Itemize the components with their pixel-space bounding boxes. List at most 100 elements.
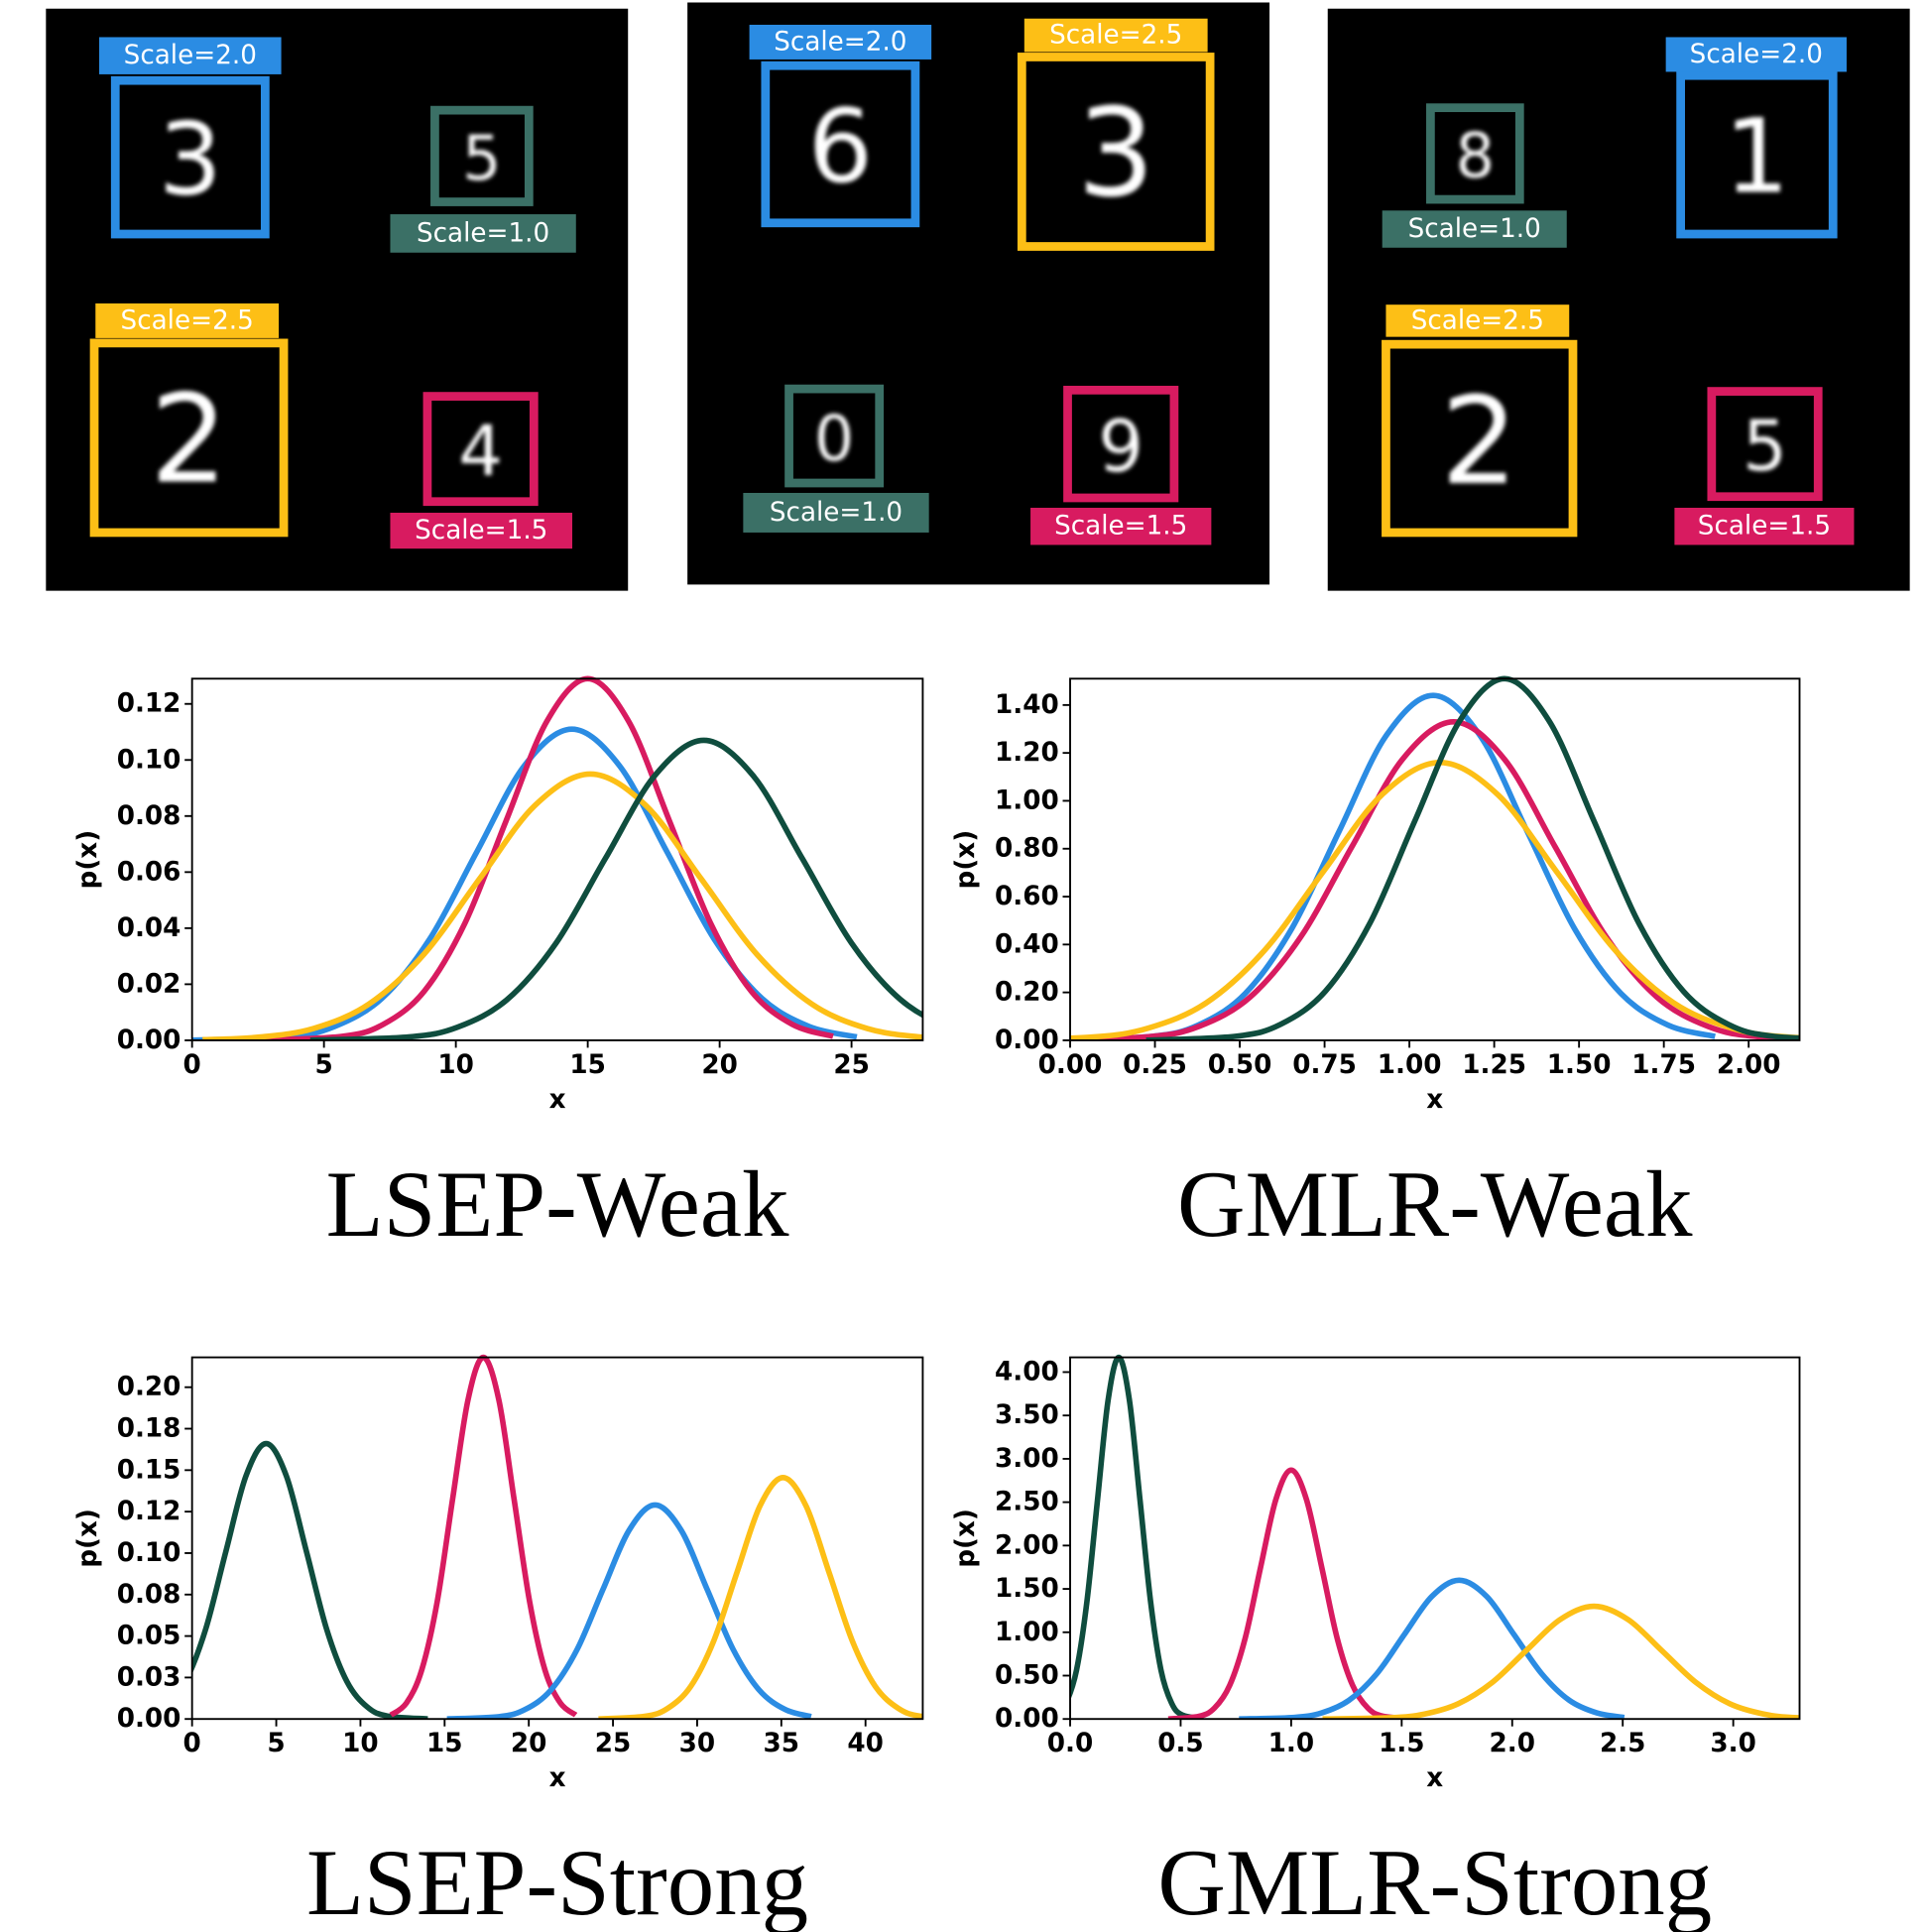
digit: 2	[150, 369, 227, 511]
x-tick-label: 20	[511, 1729, 547, 1758]
y-tick-label: 0.10	[117, 745, 181, 775]
y-tick-label: 3.00	[995, 1444, 1059, 1474]
x-axis-label: x	[1426, 1085, 1443, 1115]
digit: 5	[1743, 406, 1787, 487]
x-tick-label: 20	[701, 1050, 738, 1080]
x-tick-label: 25	[595, 1729, 632, 1758]
x-tick-label: 1.25	[1462, 1050, 1526, 1080]
body: 3 Scale=2.0 5 Scale=1.0 2 Scale=2.5 4 Scale=1.5…	[0, 0, 1926, 1932]
y-tick-label: 0.00	[995, 1704, 1059, 1734]
curve	[447, 1505, 811, 1719]
x-tick-label: 0	[183, 1729, 201, 1758]
x-tick-label: 0.50	[1208, 1050, 1272, 1080]
chart-title: GMLR-Weak	[1177, 1151, 1693, 1257]
y-tick-label: 1.40	[995, 690, 1059, 720]
x-tick-label: 10	[437, 1050, 474, 1080]
page: Scale distributions {"panels": [ {"items…	[0, 0, 1926, 1932]
x-tick-label: 15	[569, 1050, 606, 1080]
y-tick-label: 1.50	[995, 1574, 1059, 1604]
x-tick-label: 35	[764, 1729, 800, 1758]
scale-label: Scale=1.0	[417, 218, 549, 248]
x-tick-label: 0.25	[1123, 1050, 1187, 1080]
digit: 9	[1098, 405, 1144, 488]
scale-label: Scale=2.5	[1049, 21, 1182, 51]
scale-label: Scale=2.0	[774, 27, 906, 57]
curve	[261, 678, 833, 1040]
chart-title: LSEP-Weak	[326, 1151, 789, 1257]
digit: 3	[159, 102, 222, 218]
x-axis-label: x	[549, 1085, 566, 1115]
x-tick-label: 25	[833, 1050, 870, 1080]
scale-label: Scale=2.0	[124, 41, 257, 70]
y-tick-label: 3.50	[995, 1400, 1059, 1430]
curve	[973, 763, 1906, 1040]
scale-label: Scale=1.5	[1698, 512, 1831, 542]
x-tick-label: 0	[183, 1050, 201, 1080]
scale-label: Scale=1.5	[1054, 512, 1187, 542]
x-tick-label: 40	[847, 1729, 884, 1758]
y-tick-label: 0.00	[117, 1704, 181, 1734]
y-tick-label: 0.15	[117, 1455, 181, 1485]
curve	[1239, 1580, 1624, 1719]
curve	[1046, 722, 1861, 1040]
y-tick-label: 0.18	[117, 1414, 181, 1444]
x-tick-label: 5	[315, 1050, 333, 1080]
curve	[1168, 1470, 1414, 1719]
y-tick-label: 0.02	[117, 969, 181, 999]
scale-label: Scale=2.5	[121, 305, 254, 335]
mnist-panel: 8Scale=1.01Scale=2.02Scale=2.55Scale=1.5	[1328, 9, 1910, 591]
y-tick-label: 0.05	[117, 1622, 181, 1651]
y-tick-label: 0.08	[117, 1580, 181, 1610]
x-tick-label: 2.00	[1717, 1050, 1781, 1080]
y-tick-label: 0.50	[995, 1661, 1059, 1691]
y-tick-label: 0.12	[117, 689, 181, 719]
x-tick-label: 5	[267, 1729, 285, 1758]
y-tick-label: 0.20	[995, 978, 1059, 1008]
digit: 5	[462, 123, 501, 194]
panel-background	[46, 9, 628, 591]
y-tick-label: 2.50	[995, 1488, 1059, 1517]
y-tick-label: 0.06	[117, 857, 181, 887]
chart: 05101520250.000.020.040.060.080.100.12xp…	[73, 678, 1000, 1256]
plot-frame	[1070, 1358, 1799, 1720]
curve	[202, 774, 978, 1039]
digit: 0	[814, 402, 854, 475]
x-tick-label: 1.75	[1631, 1050, 1696, 1080]
digit: 2	[1441, 370, 1518, 512]
chart-title: GMLR-Strong	[1157, 1830, 1712, 1932]
chart-title: LSEP-Strong	[306, 1830, 808, 1932]
y-tick-label: 0.80	[995, 834, 1059, 864]
plot-frame	[1070, 678, 1799, 1040]
y-tick-label: 0.60	[995, 882, 1059, 911]
scale-label: Scale=1.0	[770, 498, 903, 528]
y-tick-label: 0.10	[117, 1538, 181, 1568]
y-tick-label: 4.00	[995, 1357, 1059, 1387]
scale-label: Scale=1.0	[1408, 214, 1541, 244]
y-tick-label: 2.00	[995, 1530, 1059, 1560]
digit: 4	[458, 411, 503, 492]
y-tick-label: 1.00	[995, 1618, 1059, 1647]
y-axis-label: p(x)	[73, 830, 103, 890]
x-axis-label: x	[549, 1763, 566, 1793]
x-tick-label: 10	[342, 1729, 379, 1758]
x-tick-label: 15	[426, 1729, 463, 1758]
mnist-panel: 6 Scale=2.0 3 Scale=2.5 0 Scale=1.0 9 Scale=1.5	[687, 2, 1269, 584]
digit: 6	[808, 87, 874, 206]
scale-label: Scale=2.5	[1411, 305, 1544, 335]
y-tick-label: 0.12	[117, 1497, 181, 1526]
figure: 3 Scale=2.0 5 Scale=1.0 2 Scale=2.5 4 Scale=1.5…	[0, 0, 1926, 1932]
x-tick-label: 0.5	[1157, 1729, 1203, 1758]
digit: 3	[1077, 83, 1154, 225]
x-tick-label: 1.5	[1379, 1729, 1424, 1758]
y-tick-label: 0.08	[117, 801, 181, 831]
x-tick-label: 0.75	[1292, 1050, 1357, 1080]
scale-label: Scale=2.0	[1690, 40, 1823, 69]
y-tick-label: 0.00	[995, 1026, 1059, 1055]
y-tick-label: 0.40	[995, 929, 1059, 959]
curve	[1055, 1358, 1203, 1720]
y-tick-label: 1.00	[995, 785, 1059, 815]
